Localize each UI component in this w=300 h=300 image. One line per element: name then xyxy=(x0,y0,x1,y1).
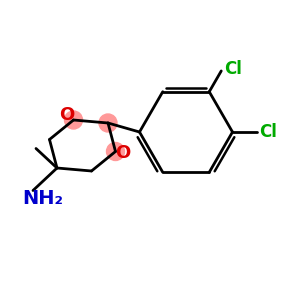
Circle shape xyxy=(99,114,117,132)
Text: Cl: Cl xyxy=(260,123,278,141)
Circle shape xyxy=(106,142,124,160)
Text: O: O xyxy=(59,106,74,124)
Text: O: O xyxy=(116,144,130,162)
Text: Cl: Cl xyxy=(224,60,242,78)
Text: NH₂: NH₂ xyxy=(22,188,64,208)
Circle shape xyxy=(64,111,82,129)
